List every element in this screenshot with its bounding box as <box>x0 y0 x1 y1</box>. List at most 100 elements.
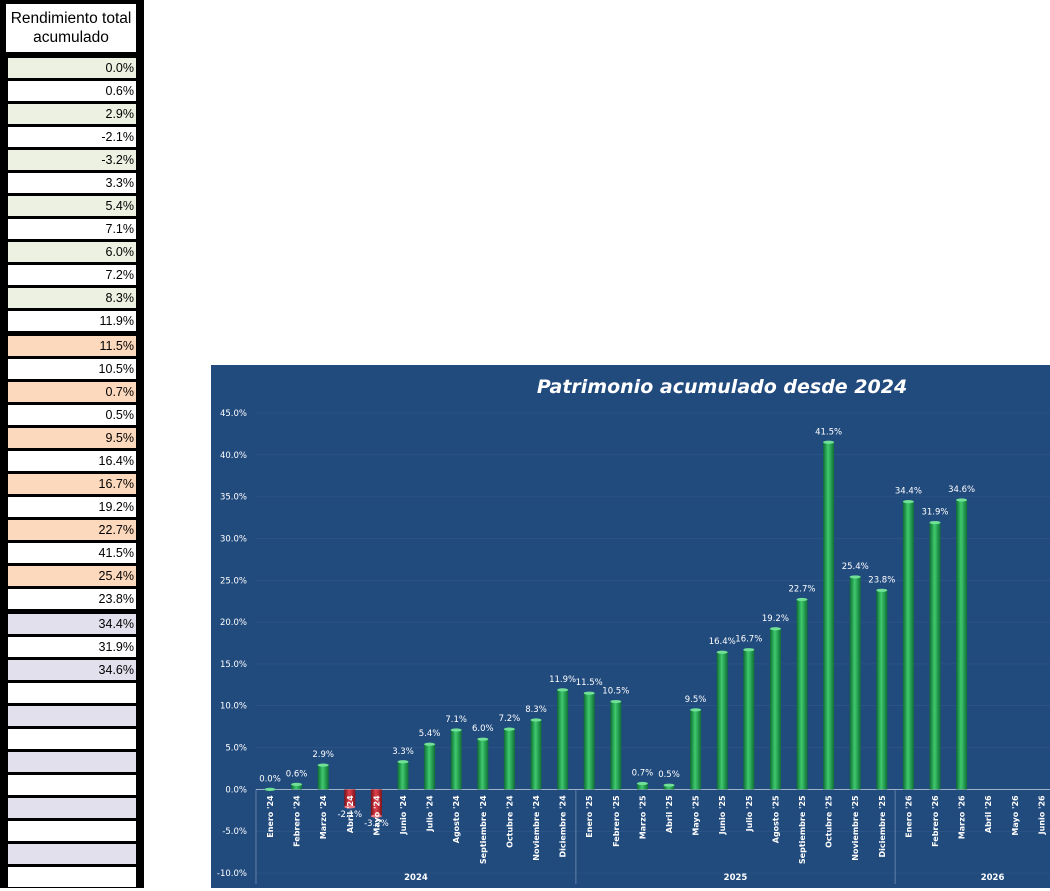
data-label: 2.9% <box>312 750 334 760</box>
bar <box>530 719 542 790</box>
x-tick-label: Marzo '26 <box>958 795 967 839</box>
x-tick-label: Febrero '26 <box>931 795 940 847</box>
x-tick-label: Septiembre '24 <box>479 795 488 864</box>
table-header: Rendimiento total acumulado <box>6 4 136 52</box>
x-tick-label: Noviembre '25 <box>851 795 860 861</box>
bar-cap <box>450 728 462 732</box>
bar <box>450 729 462 790</box>
x-tick-label: Abril '26 <box>984 795 993 833</box>
table-row: 8.3% <box>8 288 136 308</box>
table-row: 34.6% <box>8 660 136 680</box>
bar-cap <box>317 763 329 767</box>
table-row <box>8 752 136 772</box>
x-tick-label: Febrero '25 <box>612 795 621 847</box>
table-row: 11.9% <box>8 311 136 331</box>
x-tick-label: Mayo '25 <box>692 795 701 836</box>
bar <box>583 693 595 790</box>
data-label: 31.9% <box>921 508 948 518</box>
data-label: 23.8% <box>868 575 895 585</box>
x-tick-label: Abril '24 <box>346 795 355 833</box>
data-label: -2.1% <box>337 810 362 820</box>
bar-cap <box>530 718 542 722</box>
data-label: 34.4% <box>895 487 922 497</box>
x-tick-label: Abril '25 <box>665 795 674 833</box>
table-row: 6.0% <box>8 242 136 262</box>
data-label: 7.2% <box>499 714 521 724</box>
x-tick-label: Enero '24 <box>266 795 275 838</box>
table-row: 31.9% <box>8 637 136 657</box>
bar-cap <box>636 781 648 786</box>
bar <box>610 701 622 790</box>
y-tick-label: 35.0% <box>220 493 247 503</box>
data-label: 3.3% <box>392 747 414 757</box>
y-tick-label: -10.0% <box>217 869 247 879</box>
chart-title: Patrimonio acumulado desde 2024 <box>537 376 907 398</box>
x-tick-label: Agosto '24 <box>452 795 461 843</box>
bar-cap <box>264 787 276 791</box>
y-tick-label: 40.0% <box>220 451 247 461</box>
data-label: 0.0% <box>259 774 281 784</box>
table-row: -3.2% <box>8 150 136 170</box>
data-label: 16.7% <box>735 635 762 645</box>
x-tick-label: Marzo '24 <box>319 795 328 839</box>
table-row: 0.7% <box>8 382 136 402</box>
x-tick-label: Octubre '24 <box>505 795 514 848</box>
bar <box>690 709 702 790</box>
bar-cap <box>424 742 436 746</box>
x-tick-label: Junio '24 <box>399 795 408 835</box>
bar-cap <box>557 688 569 692</box>
x-tick-label: Agosto '25 <box>771 795 780 843</box>
table-row: 5.4% <box>8 196 136 216</box>
table-row: 16.4% <box>8 451 136 471</box>
group-label: 2024 <box>404 873 428 883</box>
bar <box>743 649 755 790</box>
y-tick-label: 15.0% <box>220 660 247 670</box>
bar-cap <box>956 498 968 502</box>
data-label: 0.5% <box>658 770 680 780</box>
bar <box>769 628 781 790</box>
bar <box>849 576 861 790</box>
bar-cap <box>610 699 622 704</box>
table-row: 7.1% <box>8 219 136 239</box>
table-row: 11.5% <box>8 336 136 356</box>
bar-cap <box>796 597 808 602</box>
bar <box>929 522 941 790</box>
bar <box>636 783 648 790</box>
x-tick-label: Enero '25 <box>585 795 594 838</box>
data-label: 16.4% <box>709 637 736 647</box>
data-label: 22.7% <box>788 585 815 595</box>
bar <box>796 599 808 790</box>
table-row: 10.5% <box>8 359 136 379</box>
table-row <box>8 729 136 749</box>
returns-table: Rendimiento total acumulado 0.0% 0.6% 2.9%… <box>0 0 144 888</box>
bar <box>291 784 303 790</box>
bar-cap <box>291 782 303 786</box>
y-tick-label: 25.0% <box>220 576 247 586</box>
x-tick-label: Octubre '25 <box>825 795 834 848</box>
data-label: -3.2% <box>364 819 389 829</box>
x-tick-label: Junio '25 <box>718 795 727 835</box>
bar-chart: Patrimonio acumulado desde 2024 -10.0% -5.… <box>217 376 1050 884</box>
bar <box>477 739 489 790</box>
table-row: 25.4% <box>8 566 136 586</box>
bar <box>663 785 675 790</box>
table-row <box>8 844 136 864</box>
table-row: 23.8% <box>8 589 136 609</box>
bar-cap <box>477 737 489 741</box>
x-tick-label: Mayo '24 <box>372 795 381 836</box>
bar <box>956 499 968 790</box>
bar-cap <box>690 708 702 712</box>
bar-cap <box>716 650 728 654</box>
bar-cap <box>929 520 941 525</box>
table-row: 3.3% <box>8 173 136 193</box>
table-row <box>8 867 136 887</box>
table-row: 22.7% <box>8 520 136 540</box>
bar <box>370 789 382 817</box>
table-row <box>8 683 136 703</box>
bar <box>823 442 835 790</box>
data-label: 8.3% <box>525 705 547 715</box>
table-row: 2.9% <box>8 104 136 124</box>
x-tick-label: Febrero '24 <box>293 795 302 847</box>
data-label: 7.1% <box>445 715 467 725</box>
bar <box>503 729 515 790</box>
